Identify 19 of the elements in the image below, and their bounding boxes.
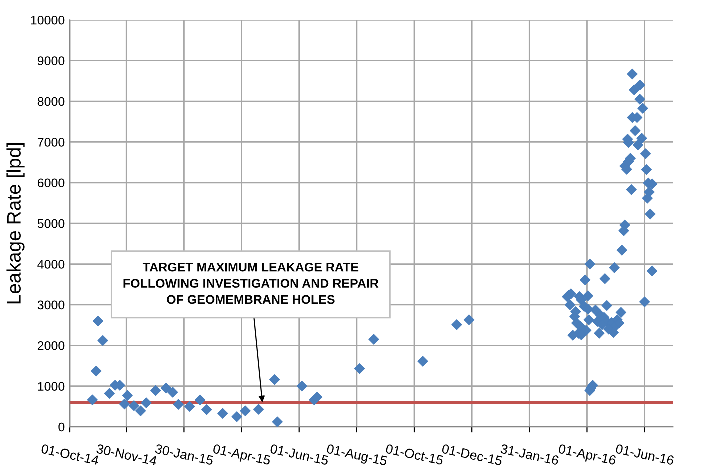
y-tick-label: 7000 xyxy=(38,138,65,147)
y-tick-label: 1000 xyxy=(38,382,65,391)
x-tick-label: 01-Apr-16 xyxy=(558,444,617,468)
y-tick-label: 2000 xyxy=(38,341,65,350)
y-tick-label: 0 xyxy=(58,422,65,432)
annotation: TARGET MAXIMUM LEAKAGE RATE FOLLOWING INVESTIGATION AND REPAIR OF GEOMEMBRANE HOLES xyxy=(124,262,379,304)
y-tick-label: 4000 xyxy=(38,260,65,269)
y-tick-label: 5000 xyxy=(38,219,65,228)
y-tick-label: 10000 xyxy=(31,16,65,25)
y-axis-title: Leakage Rate [lpd] xyxy=(6,143,25,304)
y-tick-label: 3000 xyxy=(38,300,65,310)
x-tick-label: 01-Jun-16 xyxy=(616,444,675,466)
x-tick-label: 01-Dec-15 xyxy=(442,444,503,466)
x-tick-label: 01-Apr-15 xyxy=(212,444,272,468)
y-tick-label: 6000 xyxy=(38,178,65,188)
y-tick-label: 9000 xyxy=(38,56,65,66)
x-tick-label: 01-Oct-15 xyxy=(386,444,444,466)
y-tick-label: 8000 xyxy=(38,97,65,106)
x-tick-label: 31-Jan-16 xyxy=(500,444,560,466)
